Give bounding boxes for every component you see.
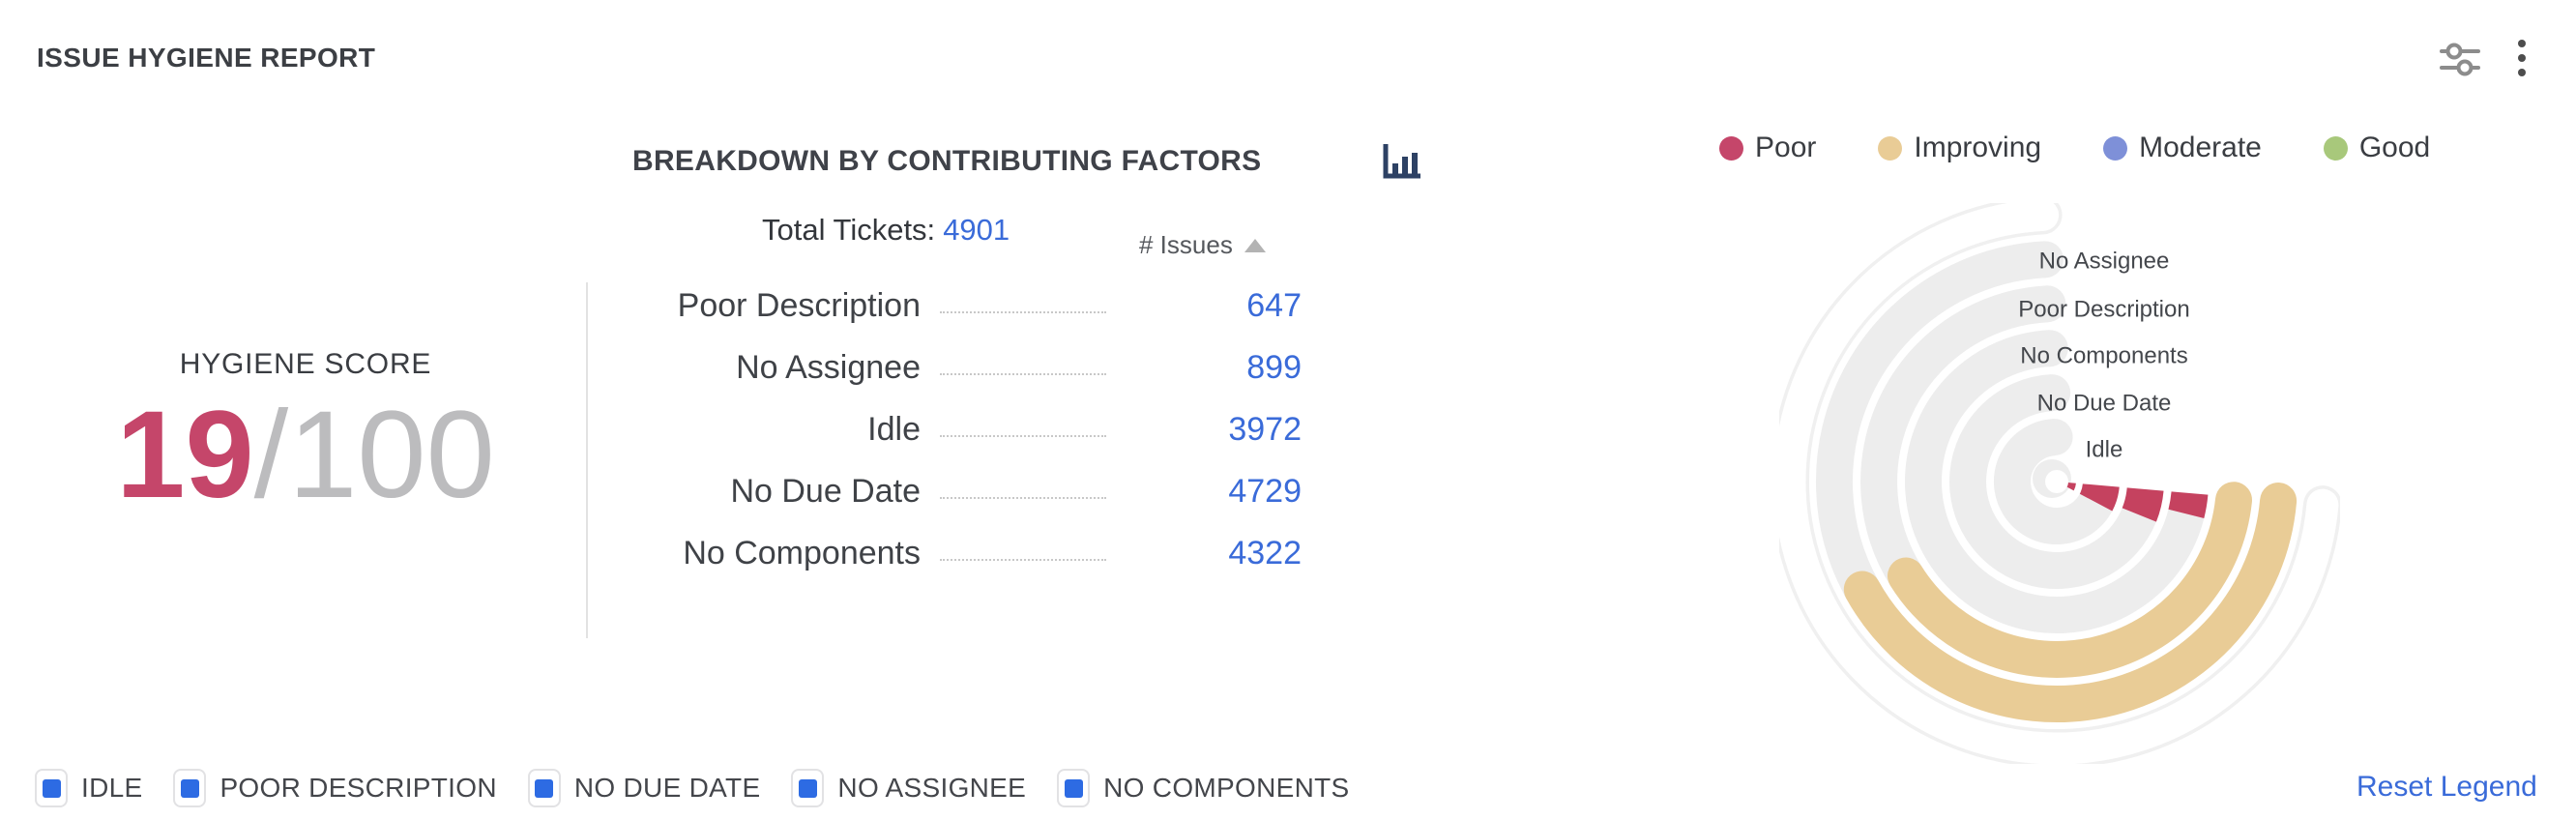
value-arc-poor-description xyxy=(1888,482,2252,678)
hygiene-score-block: HYGIENE SCORE 19/100 xyxy=(93,348,518,520)
status-legend-item-good[interactable]: Good xyxy=(2323,132,2431,164)
legend-label: NO COMPONENTS xyxy=(1103,773,1350,803)
ring-track-cap xyxy=(2034,374,2071,412)
kebab-menu-icon xyxy=(2516,38,2528,83)
legend-item-no-due-date[interactable]: NO DUE DATE xyxy=(527,769,761,807)
value-arc-no-due-date xyxy=(2122,486,2164,522)
ring-track xyxy=(1905,330,2205,634)
ring-track xyxy=(1815,241,2047,599)
more-options-button[interactable] xyxy=(2503,35,2541,85)
checkbox-checked-icon[interactable] xyxy=(1057,769,1091,807)
chart-legend: IDLE POOR DESCRIPTION NO DUE DATE NO ASS… xyxy=(35,769,1349,807)
dotted-leader xyxy=(940,373,1106,375)
ring-track-cap xyxy=(2029,285,2066,323)
ring-label-no-due-date: No Due Date xyxy=(2037,391,2172,417)
legend-label: POOR DESCRIPTION xyxy=(220,773,497,803)
value-arc-no-components xyxy=(2168,490,2209,519)
legend-item-no-components[interactable]: NO COMPONENTS xyxy=(1057,769,1349,807)
ring-label-poor-description: Poor Description xyxy=(2018,297,2189,323)
poor-dot-icon xyxy=(1719,135,1743,161)
value-arc-no-assignee xyxy=(1843,483,2298,722)
table-row: Poor Description 647 xyxy=(601,275,1302,337)
contributing-factors-table: Poor Description 647 No Assignee 899 Idl… xyxy=(601,275,1302,584)
status-label: Good xyxy=(2358,132,2431,163)
total-tickets-value[interactable]: 4901 xyxy=(943,213,1010,247)
moderate-dot-icon xyxy=(2103,135,2128,161)
factor-issue-count[interactable]: 4322 xyxy=(1228,534,1302,571)
status-label: Moderate xyxy=(2139,132,2262,163)
checkbox-checked-icon[interactable] xyxy=(35,769,68,807)
status-legend-item-improving[interactable]: Improving xyxy=(1878,132,2041,164)
table-row: No Due Date 4729 xyxy=(601,460,1302,522)
ring-track-cap xyxy=(2035,419,2073,456)
checkbox-fill xyxy=(1064,778,1083,798)
radial-bar-chart: No Assignee Poor Description No Components… xyxy=(1779,203,2340,764)
table-row: Idle 3972 xyxy=(601,398,1302,460)
score-denominator: /100 xyxy=(253,386,495,524)
table-row: No Assignee 899 xyxy=(601,337,1302,398)
factor-issue-count[interactable]: 647 xyxy=(1246,286,1302,324)
dotted-leader xyxy=(940,435,1106,437)
table-row: No Components 4322 xyxy=(601,522,1302,584)
factor-issue-count[interactable]: 3972 xyxy=(1228,410,1302,448)
dotted-leader xyxy=(940,559,1106,561)
breakdown-heading: BREAKDOWN BY CONTRIBUTING FACTORS xyxy=(632,145,1262,177)
value-arc-idle xyxy=(2079,483,2120,512)
checkbox-checked-icon[interactable] xyxy=(527,769,561,807)
score-number: 19 xyxy=(116,386,254,524)
good-dot-icon xyxy=(2323,135,2348,161)
ring-track-cap xyxy=(2026,241,2064,278)
checkbox-checked-icon[interactable] xyxy=(173,769,207,807)
checkbox-fill xyxy=(42,778,61,798)
dotted-leader xyxy=(940,311,1106,313)
ring-track xyxy=(1860,285,2049,586)
factor-label: No Components xyxy=(683,534,921,571)
ring-label-no-assignee: No Assignee xyxy=(2039,249,2170,275)
factor-issue-count[interactable]: 4729 xyxy=(1228,472,1302,510)
factor-label: Poor Description xyxy=(677,286,921,324)
issues-header-label: # Issues xyxy=(1139,230,1233,259)
legend-item-idle[interactable]: IDLE xyxy=(35,769,142,807)
checkbox-checked-icon[interactable] xyxy=(791,769,825,807)
status-label: Poor xyxy=(1755,132,1817,163)
ring-track xyxy=(1949,374,2156,589)
bar-chart-icon[interactable] xyxy=(1381,141,1423,187)
status-label: Improving xyxy=(1914,132,2042,163)
checkbox-fill xyxy=(798,778,817,798)
hygiene-score-label: HYGIENE SCORE xyxy=(179,348,432,380)
status-legend: Poor Improving Moderate Good xyxy=(1719,132,2430,164)
vertical-divider xyxy=(586,282,588,638)
factor-label: No Due Date xyxy=(730,472,921,510)
ring-track xyxy=(1994,419,2113,545)
improving-dot-icon xyxy=(1878,135,1903,161)
empty-outer-ring-fill xyxy=(1779,203,2339,764)
ring-track-cap xyxy=(2031,330,2068,367)
legend-label: NO ASSIGNEE xyxy=(837,773,1027,803)
legend-label: IDLE xyxy=(81,773,143,803)
page-title: ISSUE HYGIENE REPORT xyxy=(37,43,376,73)
ring-label-no-components: No Components xyxy=(2020,343,2187,369)
checkbox-fill xyxy=(180,778,199,798)
factor-issue-count[interactable]: 899 xyxy=(1246,348,1302,386)
reset-legend-link[interactable]: Reset Legend xyxy=(2356,771,2537,803)
status-legend-item-poor[interactable]: Poor xyxy=(1719,132,1816,164)
legend-item-poor-description[interactable]: POOR DESCRIPTION xyxy=(173,769,497,807)
factor-label: Idle xyxy=(867,410,921,448)
center-dot xyxy=(2045,470,2068,493)
hygiene-score-value: 19/100 xyxy=(93,390,518,520)
issues-column-header[interactable]: # Issues xyxy=(1139,230,1266,260)
ring-label-idle: Idle xyxy=(2086,437,2123,463)
total-tickets: Total Tickets: 4901 xyxy=(762,213,1010,248)
sort-ascending-icon xyxy=(1244,238,1266,252)
dotted-leader xyxy=(940,497,1106,499)
status-legend-item-moderate[interactable]: Moderate xyxy=(2103,132,2262,164)
total-tickets-label: Total Tickets: xyxy=(762,213,936,247)
legend-item-no-assignee[interactable]: NO ASSIGNEE xyxy=(791,769,1026,807)
legend-label: NO DUE DATE xyxy=(573,773,761,803)
sliders-icon xyxy=(2438,40,2482,81)
settings-button[interactable] xyxy=(2435,39,2485,81)
factor-label: No Assignee xyxy=(736,348,921,386)
checkbox-fill xyxy=(535,778,554,798)
